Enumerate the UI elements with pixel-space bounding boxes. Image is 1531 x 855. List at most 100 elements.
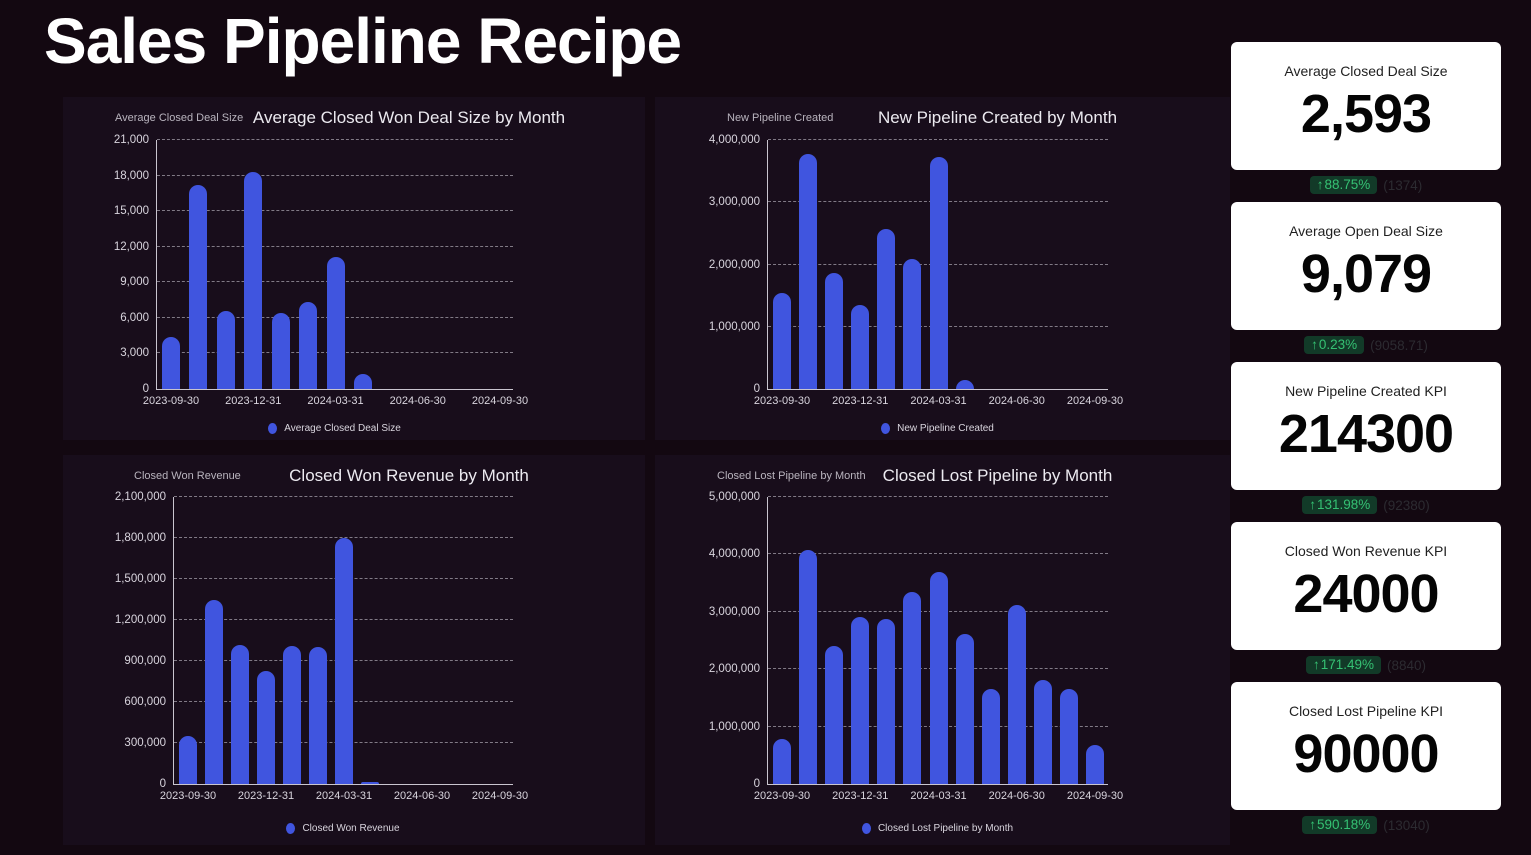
kpi-baseline-value: (13040) xyxy=(1383,817,1430,833)
kpi-value: 24000 xyxy=(1293,564,1439,624)
bar[interactable] xyxy=(981,688,1000,784)
y-tick-label: 3,000,000 xyxy=(708,196,760,209)
plot-area: 0 300,000 600,000 900,000 1,200,000 1,500,000… xyxy=(115,491,528,802)
kpi-block-average-closed-deal-size: Average Closed Deal Size 2,593 ↑ 88.75% (… xyxy=(1231,42,1501,194)
bar[interactable] xyxy=(271,313,290,389)
bar[interactable] xyxy=(799,153,818,389)
bar[interactable] xyxy=(335,538,353,784)
kpi-change-pct: 171.49% xyxy=(1320,657,1374,672)
x-tick-label: 2024-03-31 xyxy=(910,790,967,802)
bar[interactable] xyxy=(773,292,791,389)
up-arrow-icon: ↑ xyxy=(1309,497,1316,512)
bar[interactable] xyxy=(955,634,974,784)
y-tick-label: 1,500,000 xyxy=(114,573,166,585)
bar[interactable] xyxy=(1007,604,1026,784)
bar[interactable] xyxy=(231,644,249,784)
kpi-change-badge: ↑ 88.75% xyxy=(1309,176,1378,194)
bar[interactable] xyxy=(877,618,896,784)
kpi-title: Average Closed Deal Size xyxy=(1284,63,1448,79)
bar[interactable] xyxy=(283,645,301,784)
bar[interactable] xyxy=(773,738,791,784)
bar[interactable] xyxy=(257,670,275,784)
kpi-card: Closed Won Revenue KPI 24000 xyxy=(1231,522,1501,650)
y-tick-label: 0 xyxy=(159,778,166,790)
kpi-change-badge: ↑ 590.18% xyxy=(1302,816,1378,834)
bar[interactable] xyxy=(929,571,948,784)
kpi-card: New Pipeline Created KPI 214300 xyxy=(1231,362,1501,490)
kpi-change-row: ↑ 590.18% (13040) xyxy=(1231,816,1501,834)
bar[interactable] xyxy=(353,373,372,389)
kpi-title: Closed Won Revenue KPI xyxy=(1284,543,1448,559)
x-tick-label: 2024-06-30 xyxy=(393,790,451,802)
y-axis-title: Closed Lost Pipeline by Month xyxy=(717,470,866,482)
kpi-title: Closed Lost Pipeline KPI xyxy=(1288,703,1444,719)
y-tick-label: 300,000 xyxy=(124,737,166,749)
bar[interactable] xyxy=(244,172,263,389)
bar[interactable] xyxy=(189,185,208,389)
bar[interactable] xyxy=(799,549,818,784)
kpi-block-new-pipeline-created: New Pipeline Created KPI 214300 ↑ 131.98%… xyxy=(1231,362,1501,514)
x-tick-label: 2024-03-31 xyxy=(315,790,373,802)
y-tick-label: 21,000 xyxy=(113,134,149,146)
bar[interactable] xyxy=(1033,680,1052,784)
bar[interactable] xyxy=(326,257,345,389)
bar[interactable] xyxy=(216,310,235,389)
bar[interactable] xyxy=(1059,688,1078,784)
y-tick-label: 1,000,000 xyxy=(708,320,760,333)
x-tick-label: 2023-09-30 xyxy=(753,790,811,802)
y-tick-label: 6,000 xyxy=(120,311,149,324)
kpi-title: Average Open Deal Size xyxy=(1289,223,1443,239)
legend-dot-icon xyxy=(268,423,278,434)
gridline xyxy=(174,537,513,538)
bar[interactable] xyxy=(825,646,844,784)
y-axis-title: Average Closed Deal Size xyxy=(115,112,244,124)
legend: New Pipeline Created xyxy=(767,423,1108,434)
legend-label: Closed Lost Pipeline by Month xyxy=(877,823,1014,834)
bar[interactable] xyxy=(299,302,318,389)
bar[interactable] xyxy=(162,336,180,389)
bar[interactable] xyxy=(205,599,223,784)
x-tick-label: 2024-06-30 xyxy=(389,395,446,407)
y-tick-label: 2,000,000 xyxy=(708,663,760,676)
up-arrow-icon: ↑ xyxy=(1309,817,1316,832)
bar[interactable] xyxy=(179,736,197,784)
chart-title: Closed Won Revenue by Month xyxy=(289,466,529,485)
y-tick-label: 0 xyxy=(142,383,149,395)
kpi-baseline-value: (92380) xyxy=(1383,497,1430,513)
bar[interactable] xyxy=(903,591,922,784)
bar[interactable] xyxy=(361,782,379,784)
kpi-value: 214300 xyxy=(1278,404,1454,464)
bar[interactable] xyxy=(851,304,870,389)
kpi-card: Average Open Deal Size 9,079 xyxy=(1231,202,1501,330)
bar[interactable] xyxy=(929,157,948,389)
kpi-baseline-value: (9058.71) xyxy=(1370,337,1428,353)
kpi-card: Average Closed Deal Size 2,593 xyxy=(1231,42,1501,170)
legend: Closed Won Revenue xyxy=(173,823,513,834)
kpi-change-badge: ↑ 0.23% xyxy=(1304,336,1365,354)
kpi-block-closed-won-revenue: Closed Won Revenue KPI 24000 ↑ 171.49% (8… xyxy=(1231,522,1501,674)
bar[interactable] xyxy=(1086,744,1104,784)
y-tick-label: 1,000,000 xyxy=(708,720,760,733)
y-tick-label: 0 xyxy=(753,383,760,395)
y-tick-label: 0 xyxy=(753,778,760,790)
up-arrow-icon: ↑ xyxy=(1316,177,1324,192)
y-tick-label: 1,200,000 xyxy=(114,614,166,626)
y-tick-label: 15,000 xyxy=(113,205,149,218)
bar[interactable] xyxy=(851,616,870,784)
kpi-block-closed-lost-pipeline: Closed Lost Pipeline KPI 90000 ↑ 590.18% … xyxy=(1231,682,1501,834)
chart-title: New Pipeline Created by Month xyxy=(877,108,1118,127)
chart-title: Closed Lost Pipeline by Month xyxy=(882,466,1113,485)
x-tick-label: 2023-12-31 xyxy=(237,790,295,802)
kpi-change-pct: 88.75% xyxy=(1324,177,1371,192)
bar[interactable] xyxy=(877,229,896,389)
bar[interactable] xyxy=(955,380,974,389)
kpi-change-badge: ↑ 131.98% xyxy=(1302,496,1378,514)
page-title: Sales Pipeline Recipe xyxy=(44,5,682,77)
bar[interactable] xyxy=(309,647,327,784)
bar[interactable] xyxy=(903,258,922,389)
bar[interactable] xyxy=(825,272,844,389)
y-axis-title: Closed Won Revenue xyxy=(134,470,241,482)
gridline xyxy=(157,174,513,176)
kpi-card: Closed Lost Pipeline KPI 90000 xyxy=(1231,682,1501,810)
legend-dot-icon xyxy=(861,823,871,834)
